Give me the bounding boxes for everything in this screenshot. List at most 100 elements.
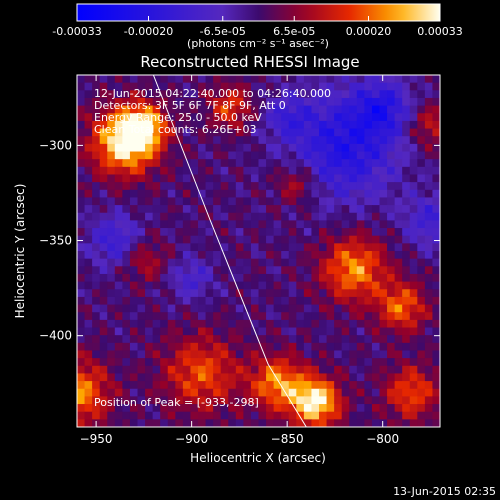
heatmap-cell bbox=[213, 319, 222, 329]
heatmap-cell bbox=[220, 411, 229, 420]
heatmap-cell bbox=[77, 327, 86, 336]
heatmap-cell bbox=[334, 166, 343, 176]
heatmap-cell bbox=[145, 113, 154, 122]
heatmap-cell bbox=[243, 197, 252, 206]
heatmap-cell bbox=[349, 258, 358, 267]
heatmap-cell bbox=[266, 75, 275, 84]
heatmap-cell bbox=[243, 258, 252, 267]
heatmap-cell bbox=[213, 289, 222, 298]
heatmap-cell bbox=[432, 342, 440, 352]
heatmap-cell bbox=[213, 220, 222, 229]
heatmap-cell bbox=[394, 120, 403, 130]
heatmap-cell bbox=[371, 411, 381, 420]
heatmap-cell bbox=[145, 396, 154, 405]
heatmap-cell bbox=[99, 251, 108, 260]
heatmap-cell bbox=[77, 174, 86, 183]
heatmap-cell bbox=[379, 120, 388, 130]
heatmap-cell bbox=[122, 97, 131, 107]
heatmap-cell bbox=[273, 90, 282, 99]
heatmap-cell bbox=[167, 266, 176, 275]
heatmap-cell bbox=[122, 113, 131, 122]
heatmap-cell bbox=[356, 404, 365, 413]
heatmap-cell bbox=[364, 90, 373, 99]
heatmap-cell bbox=[349, 396, 358, 405]
heatmap-cell bbox=[122, 266, 131, 275]
heatmap-cell bbox=[379, 350, 388, 359]
heatmap-cell bbox=[334, 335, 343, 344]
heatmap-cell bbox=[129, 373, 139, 382]
heatmap-cell bbox=[394, 251, 403, 260]
heatmap-cell bbox=[182, 350, 192, 359]
heatmap-cell bbox=[258, 296, 267, 306]
heatmap-cell bbox=[349, 243, 358, 252]
heatmap-cell bbox=[281, 220, 290, 229]
heatmap-cell bbox=[220, 113, 229, 122]
heatmap-cell bbox=[182, 205, 192, 214]
heatmap-cell bbox=[266, 411, 275, 420]
heatmap-cell bbox=[273, 289, 282, 298]
heatmap-cell bbox=[394, 235, 403, 244]
heatmap-cell bbox=[182, 174, 192, 183]
heatmap-cell bbox=[319, 220, 328, 229]
heatmap-cell bbox=[326, 75, 335, 84]
heatmap-cell bbox=[424, 128, 434, 137]
heatmap-cell bbox=[387, 159, 396, 168]
heatmap-cell bbox=[99, 151, 108, 160]
heatmap-cell bbox=[235, 182, 244, 191]
heatmap-cell bbox=[129, 411, 139, 420]
heatmap-cell bbox=[303, 205, 313, 214]
heatmap-cell bbox=[145, 128, 154, 137]
heatmap-cell bbox=[326, 166, 335, 176]
heatmap-cell bbox=[319, 396, 328, 405]
heatmap-cell bbox=[394, 335, 403, 344]
heatmap-cell bbox=[402, 212, 411, 221]
heatmap-cell bbox=[296, 358, 305, 367]
heatmap-cell bbox=[394, 281, 403, 290]
heatmap-cell bbox=[356, 289, 365, 298]
heatmap-cell bbox=[364, 243, 373, 252]
heatmap-cell bbox=[356, 220, 365, 229]
heatmap-cell bbox=[77, 220, 86, 229]
heatmap-cell bbox=[182, 304, 192, 313]
heatmap-cell bbox=[152, 143, 161, 153]
heatmap-cell bbox=[220, 189, 229, 199]
heatmap-cell bbox=[341, 342, 350, 352]
heatmap-cell bbox=[205, 113, 214, 122]
heatmap-cell bbox=[296, 136, 305, 145]
heatmap-cell bbox=[77, 342, 86, 352]
heatmap-cell bbox=[356, 296, 365, 306]
heatmap-cell bbox=[190, 243, 199, 252]
heatmap-cell bbox=[160, 174, 169, 183]
heatmap-cell bbox=[190, 228, 199, 237]
heatmap-cell bbox=[334, 251, 343, 260]
heatmap-cell bbox=[319, 136, 328, 145]
heatmap-cell bbox=[356, 319, 365, 329]
heatmap-cell bbox=[84, 388, 93, 397]
heatmap-cell bbox=[402, 174, 411, 183]
heatmap-cell bbox=[160, 335, 169, 344]
heatmap-cell bbox=[129, 105, 139, 114]
heatmap-cell bbox=[303, 105, 313, 114]
heatmap-cell bbox=[288, 220, 297, 229]
heatmap-cell bbox=[77, 319, 86, 329]
heatmap-cell bbox=[175, 365, 184, 375]
heatmap-cell bbox=[432, 197, 440, 206]
heatmap-cell bbox=[334, 120, 343, 130]
heatmap-cell bbox=[129, 90, 139, 99]
heatmap-cell bbox=[250, 388, 260, 397]
heatmap-cell bbox=[258, 174, 267, 183]
heatmap-cell bbox=[129, 120, 139, 130]
heatmap-cell bbox=[160, 189, 169, 199]
heatmap-cell bbox=[371, 266, 381, 275]
heatmap-cell bbox=[250, 197, 260, 206]
heatmap-cell bbox=[182, 128, 192, 137]
heatmap-cell bbox=[341, 258, 350, 267]
heatmap-cell bbox=[99, 136, 108, 145]
heatmap-cell bbox=[114, 113, 123, 122]
heatmap-cell bbox=[402, 251, 411, 260]
heatmap-cell bbox=[364, 151, 373, 160]
heatmap-cell bbox=[182, 97, 192, 107]
heatmap-cell bbox=[228, 365, 237, 375]
heatmap-cell bbox=[205, 182, 214, 191]
heatmap-cell bbox=[152, 128, 161, 137]
